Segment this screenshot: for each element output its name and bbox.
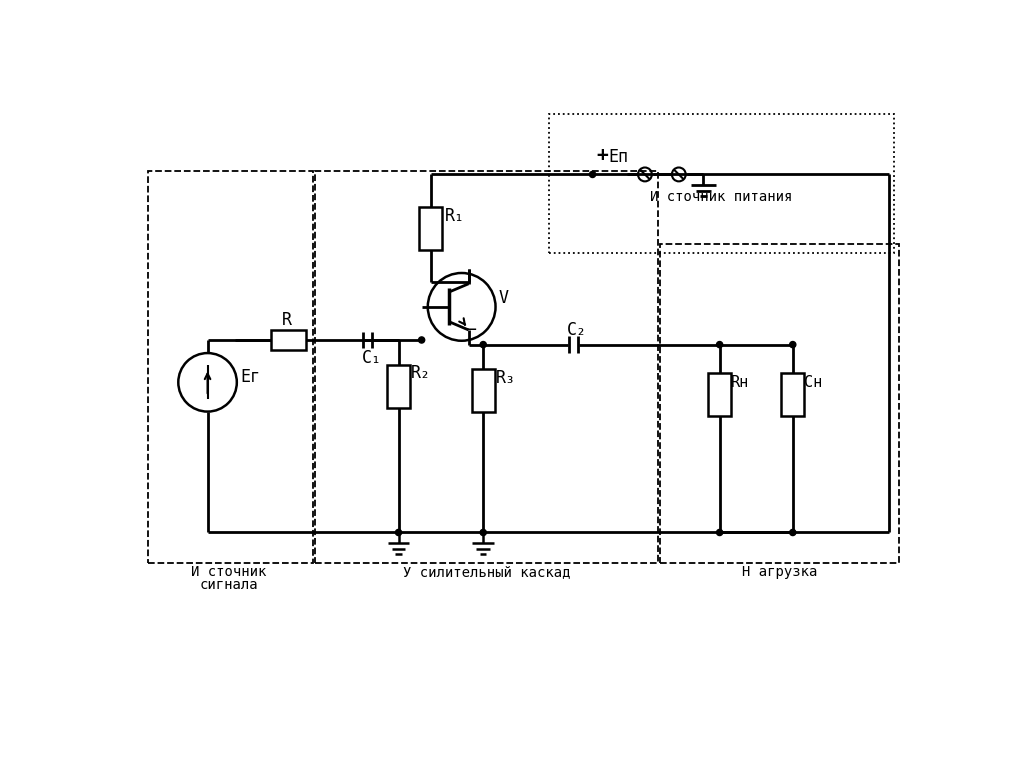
Text: Eп: Eп: [608, 148, 628, 166]
Text: И сточник: И сточник: [191, 565, 267, 579]
Text: C₁: C₁: [361, 349, 382, 367]
Bar: [549, 114, 894, 253]
Text: R₂: R₂: [411, 364, 431, 383]
Circle shape: [790, 341, 796, 347]
Bar: [781, 373, 804, 416]
Bar: [472, 369, 495, 413]
Circle shape: [590, 171, 596, 177]
Text: сигнала: сигнала: [200, 578, 258, 591]
Text: Н агрузка: Н агрузка: [742, 565, 817, 579]
Text: R₁: R₁: [444, 206, 465, 225]
Circle shape: [395, 529, 401, 535]
Bar: [270, 330, 306, 350]
Text: C₂: C₂: [567, 321, 587, 338]
Bar: [315, 170, 658, 563]
Bar: [660, 244, 899, 563]
Text: V: V: [499, 289, 509, 307]
Circle shape: [790, 529, 796, 535]
Circle shape: [717, 341, 723, 347]
Text: И сточник питания: И сточник питания: [650, 190, 793, 204]
Text: Cн: Cн: [804, 375, 822, 390]
Bar: [708, 373, 731, 416]
Text: Rн: Rн: [730, 375, 749, 390]
Circle shape: [480, 341, 486, 347]
Text: У силительный каскад: У силительный каскад: [402, 565, 570, 579]
Text: −: −: [462, 321, 477, 339]
Text: R: R: [283, 311, 292, 328]
Bar: [419, 207, 442, 250]
Text: +: +: [596, 146, 608, 165]
Text: R₃: R₃: [496, 369, 515, 387]
Text: Eг: Eг: [240, 368, 260, 387]
Circle shape: [419, 337, 425, 343]
Circle shape: [480, 529, 486, 535]
Bar: [387, 364, 410, 408]
Circle shape: [717, 529, 723, 535]
Bar: [147, 170, 313, 563]
